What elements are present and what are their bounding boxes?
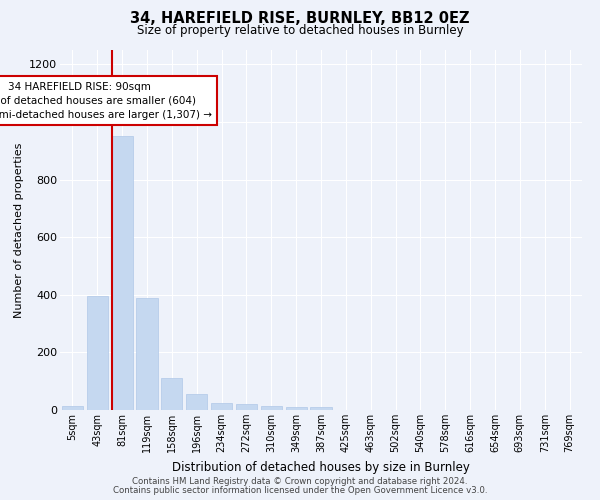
Text: 34 HAREFIELD RISE: 90sqm
← 31% of detached houses are smaller (604)
68% of semi-: 34 HAREFIELD RISE: 90sqm ← 31% of detach… xyxy=(0,82,212,120)
Bar xyxy=(87,296,108,410)
Bar xyxy=(62,406,83,410)
Text: Contains HM Land Registry data © Crown copyright and database right 2024.: Contains HM Land Registry data © Crown c… xyxy=(132,478,468,486)
Bar xyxy=(236,404,257,410)
Text: Size of property relative to detached houses in Burnley: Size of property relative to detached ho… xyxy=(137,24,463,37)
Bar xyxy=(161,378,182,410)
Bar xyxy=(211,403,232,410)
Y-axis label: Number of detached properties: Number of detached properties xyxy=(14,142,23,318)
Bar xyxy=(261,406,282,410)
Bar xyxy=(186,394,207,410)
X-axis label: Distribution of detached houses by size in Burnley: Distribution of detached houses by size … xyxy=(172,460,470,473)
Bar xyxy=(112,136,133,410)
Bar xyxy=(286,406,307,410)
Bar xyxy=(136,298,158,410)
Text: 34, HAREFIELD RISE, BURNLEY, BB12 0EZ: 34, HAREFIELD RISE, BURNLEY, BB12 0EZ xyxy=(130,11,470,26)
Bar xyxy=(310,407,332,410)
Text: Contains public sector information licensed under the Open Government Licence v3: Contains public sector information licen… xyxy=(113,486,487,495)
